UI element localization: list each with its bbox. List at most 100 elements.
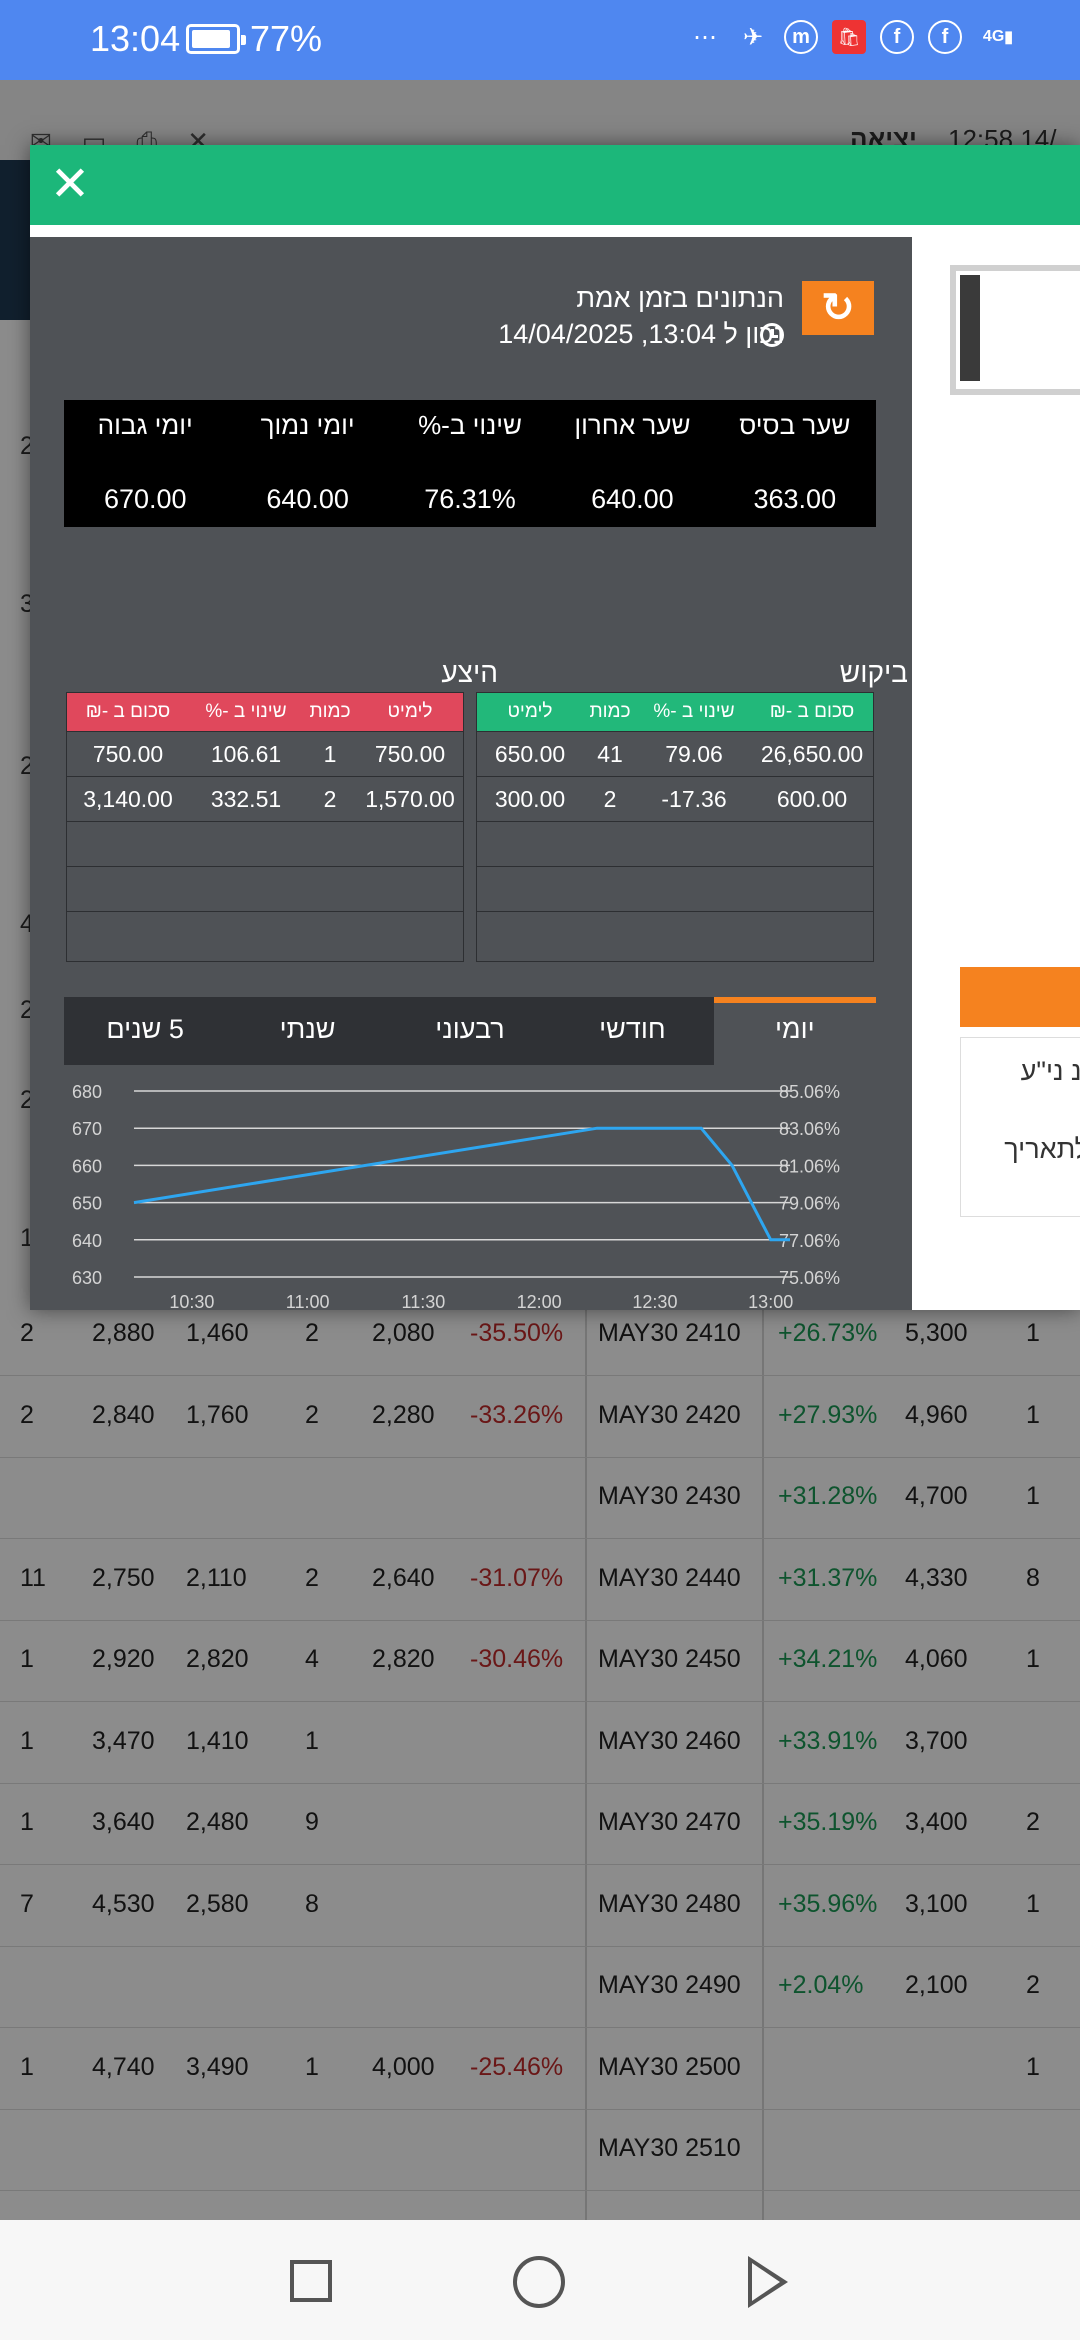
bid-row[interactable]: 26,650.00 79.06 41 650.00 [477,731,873,776]
bid-row[interactable]: 600.00 -17.36 2 300.00 [477,776,873,821]
realtime-modal: ✕ ↻ הנתונים בזמן אמת נכון ל 13:04, 14/04… [30,145,1080,1310]
close-icon[interactable]: ✕ [49,158,91,211]
ask-cell: 3,140.00 [83,786,173,812]
ask-row[interactable] [67,821,463,866]
table-cell: -33.26% [470,1400,564,1429]
bid-cell [751,822,873,866]
table-cell: 2,100 [905,1971,968,1999]
table-row[interactable]: 1 3,470 1,410 1 MAY30 2460 +33.91% 3,700 [0,1703,1080,1784]
y-tick-label-percent: 83.06% [779,1119,840,1139]
home-icon[interactable] [513,2256,565,2308]
table-cell: +31.37% [778,1563,878,1592]
table-cell: 11 [20,1563,46,1592]
bid-cell: 79.06 [665,741,723,767]
table-cell: -35.50% [470,1319,564,1347]
bid-header-cell: סכום ב -₪ [769,701,855,722]
battery-percent: 77% [250,18,323,59]
ask-row[interactable]: 750.00 1 106.61 750.00 [67,731,463,776]
table-cell: 2,110 [186,1563,247,1592]
tab-period[interactable]: יומי [713,997,877,1065]
bid-row[interactable] [477,866,873,911]
bid-cell [583,822,637,866]
bid-row[interactable] [477,821,873,866]
tab-period[interactable]: חודשי [599,1014,666,1044]
table-row[interactable]: MAY30 2430 +31.28% 4,700 1 [0,1458,1080,1539]
table-cell: +34.21% [778,1645,878,1673]
table-cell: 3,490 [186,2052,249,2081]
recents-icon[interactable] [290,2260,332,2302]
tab-period[interactable]: שנתי [279,1014,336,1044]
chart-svg: 630 75.06% 640 77.06% 650 79.06% 660 81.06% 670 8… [72,1082,840,1310]
table-cell: 1 [20,1808,34,1836]
bid-cell: 26,650.00 [760,741,864,767]
table-row[interactable]: 1 2,920 2,820 4 2,820 -30.46% MAY30 2450 +34.21… [0,1621,1080,1702]
ask-cell [303,822,357,866]
table-cell: 2 [305,1400,319,1429]
summary-value: 76.31% [424,484,516,514]
table-row[interactable]: MAY30 2490 +2.04% 2,100 2 [0,1947,1080,2028]
table-cell: 2,820 [372,1645,435,1673]
ask-cell: 750.00 [92,741,164,767]
table-cell: MAY30 2410 [598,1319,741,1347]
tab-period[interactable]: רבעוני [435,1014,505,1044]
table-row[interactable]: 1 3,640 2,480 9 MAY30 2470 +35.19% 3,400 2 [0,1784,1080,1865]
y-tick-label-percent: 85.06% [779,1082,840,1102]
refresh-button[interactable]: ↻ [802,281,874,335]
realtime-title: הנתונים בזמן אמת [576,283,784,313]
table-cell: 2 [305,1319,319,1347]
table-row[interactable]: 7 4,530 2,580 8 MAY30 2480 +35.96% 3,100 1 [0,1866,1080,1947]
summary-label: שער אחרון [574,410,691,440]
table-row[interactable]: 2 2,880 1,460 2 2,080 -35.50% MAY30 2410 +26.73… [0,1295,1080,1376]
ask-cell: 750.00 [374,741,446,767]
signal-icon: 4G ▮ [982,28,1014,46]
table-row[interactable]: 2 2,840 1,760 2 2,280 -33.26% MAY30 2420 +27.93… [0,1377,1080,1458]
table-cell: 2 [1026,1808,1040,1836]
messenger-icon: m [784,20,818,54]
table-cell: 2 [20,1400,34,1429]
ask-row[interactable] [67,911,463,956]
table-cell: 7 [20,1889,34,1918]
table-cell: 3,700 [905,1726,968,1755]
table-cell: 2,580 [186,1889,249,1918]
table-cell: 1 [1026,1645,1040,1673]
table-cell: 1 [1026,1889,1040,1918]
bid-cell [637,912,751,956]
status-time: 13:04 [90,18,181,59]
table-cell: 2 [1026,1971,1040,1999]
ask-cell: 106.61 [210,741,282,767]
bid-header-cell: לימיט [507,701,553,722]
table-cell: 2 [20,1319,34,1347]
table-cell: 4,330 [905,1563,968,1592]
table-cell: 1 [20,1726,34,1755]
table-row[interactable]: 1 4,740 3,490 1 4,000 -25.46% MAY30 2500 1 [0,2029,1080,2110]
table-cell: +35.19% [778,1808,878,1836]
table-row[interactable]: 11 2,750 2,110 2 2,640 -31.07% MAY30 2440 +31.3… [0,1540,1080,1621]
table-row[interactable]: MAY30 2510 [0,2110,1080,2191]
ask-cell [189,912,303,956]
period-tabs: יומי חודשי רבעוני שנתי 5 שנים [64,997,877,1065]
summary-value: 640.00 [266,484,349,514]
x-tick-label: 13:00 [748,1292,793,1310]
ask-row[interactable]: 1,570.00 2 332.51 3,140.00 [67,776,463,821]
table-cell: 9 [305,1808,319,1836]
summary-cell: יומי נמוך 640.00 [226,400,388,527]
table-cell: 3,400 [905,1808,968,1836]
table-cell: 1 [305,1726,319,1755]
ask-cell: 2 [323,786,337,812]
side-action-button[interactable] [960,967,1080,1027]
bid-cell [751,912,873,956]
summary-value: 670.00 [103,484,187,514]
back-icon[interactable] [748,2256,788,2308]
ask-cell [189,867,303,911]
facebook-lite-icon: f [928,20,962,54]
summary-label: יומי נמוך [260,410,355,440]
table-cell: +35.96% [778,1889,878,1918]
tab-period[interactable]: 5 שנים [106,1014,184,1044]
ask-row[interactable] [67,866,463,911]
notification-icons: ⋯ ✈ m 🛍 f f 4G ▮ [688,20,1020,54]
summary-table: שער בסיס 363.00 שער אחרון 640.00 שינוי ב-% 76… [64,400,876,527]
x-tick-label: 11:30 [402,1292,446,1310]
table-cell: -25.46% [470,2052,564,2081]
ask-cell [303,867,357,911]
bid-row[interactable] [477,911,873,956]
